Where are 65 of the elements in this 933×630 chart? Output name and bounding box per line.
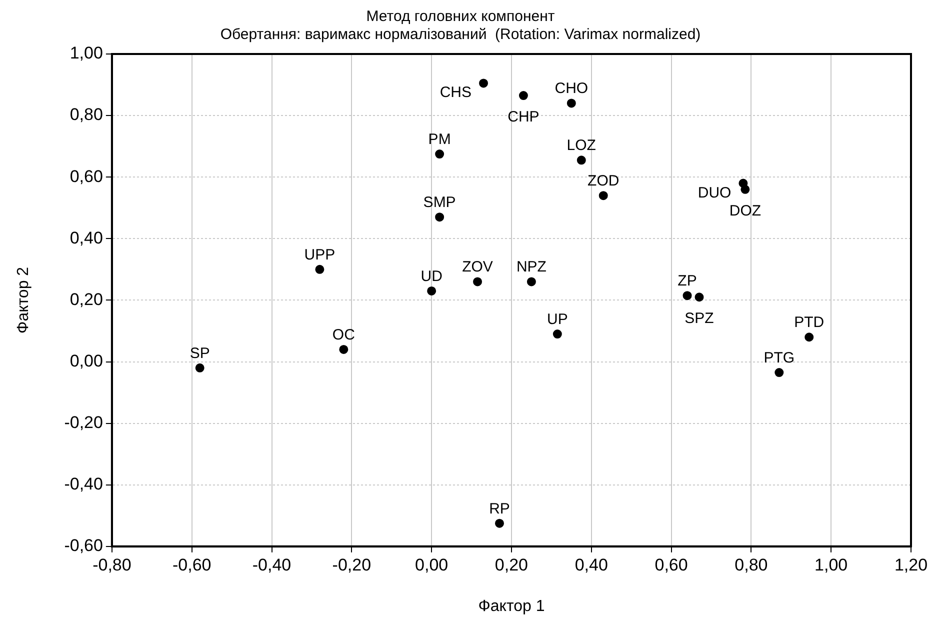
chart-title: Метод головних компонент (366, 8, 555, 26)
x-tick-label: -0,60 (172, 555, 212, 574)
y-tick-label: 0,20 (70, 290, 103, 309)
point (435, 150, 444, 159)
point (804, 332, 814, 342)
y-tick-label: 0,00 (70, 351, 103, 370)
point (740, 184, 750, 194)
annotation: OC (332, 326, 356, 344)
annotation: DUO (698, 184, 732, 202)
annotation: PTD (794, 314, 824, 332)
x-tick-label: 0,20 (494, 555, 528, 574)
x-tick-label: 0,00 (415, 555, 448, 574)
y-tick-label: -0,20 (64, 412, 103, 432)
annotation: UD (420, 268, 443, 285)
y-tick-label: 1,00 (70, 44, 103, 63)
chart-subtitle: Обертання: варимакс нормалізований (Rotation: Varimax normalized) (220, 26, 701, 44)
point (694, 292, 704, 302)
point (479, 78, 488, 88)
y-tick-label: -0,60 (64, 536, 103, 556)
point (774, 368, 784, 378)
annotation: UPP (304, 246, 336, 264)
point (427, 286, 436, 296)
x-tick-label: -0,40 (252, 555, 292, 574)
annotation: ZOV (462, 258, 493, 276)
x-tick-label: 0,40 (574, 555, 608, 574)
x-tick-label: 0,60 (654, 555, 688, 574)
point (518, 91, 528, 100)
annotation: LOZ (566, 137, 596, 154)
point (473, 277, 482, 286)
point (435, 212, 444, 222)
point (494, 518, 504, 528)
x-tick-label: 1,00 (814, 555, 848, 574)
annotation: CHS (440, 84, 472, 102)
annotation: NPZ (516, 258, 546, 276)
x-axis-title: Фактор 1 (478, 598, 545, 615)
annotation: SPZ (684, 310, 714, 328)
y-tick-label: 0,40 (70, 228, 103, 248)
x-tick-label: 1,20 (894, 555, 928, 574)
y-tick-label: 0,60 (70, 166, 103, 186)
x-tick-label: -0,20 (332, 555, 372, 574)
x-tick-label: -0,80 (92, 555, 132, 574)
y-tick-label: 0,80 (70, 105, 103, 124)
point (566, 98, 576, 108)
point (576, 156, 586, 165)
y-axis-title: Фактор 2 (15, 266, 32, 334)
point (682, 291, 692, 300)
annotation: PM (428, 131, 451, 148)
y-tick-label: -0,40 (64, 474, 103, 494)
annotation: SP (190, 344, 210, 362)
point (339, 344, 348, 354)
annotation: RP (489, 500, 510, 518)
annotation: PTG (764, 350, 795, 367)
annotation: CHO (554, 80, 588, 98)
point (552, 330, 562, 339)
annotation: ZP (678, 272, 697, 290)
annotation: CHP (508, 108, 540, 126)
annotation: ZOD (588, 172, 620, 190)
point (598, 191, 608, 200)
point (195, 363, 204, 372)
point (315, 264, 324, 274)
annotation: DOZ (729, 202, 762, 220)
point (526, 277, 536, 286)
x-tick-label: 0,80 (734, 555, 768, 574)
annotation: UP (547, 311, 568, 328)
annotation: SMP (423, 194, 456, 212)
